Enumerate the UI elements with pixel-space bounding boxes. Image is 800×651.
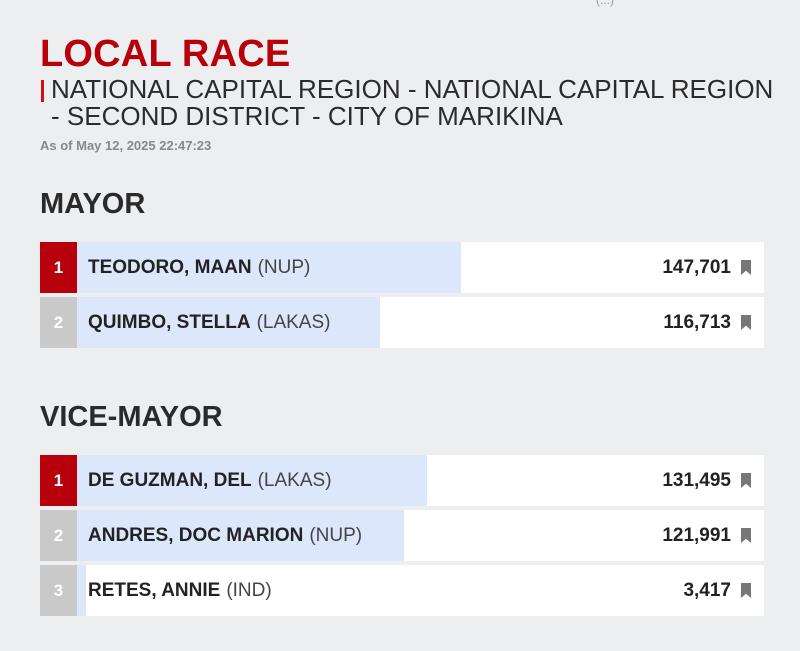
candidate-list: 1 DE GUZMAN, DEL (LAKAS) 131,495 2 ANDRE… [40, 455, 764, 616]
candidate-name-text: TEODORO, MAAN [88, 256, 252, 278]
section-title: VICE-MAYOR [40, 401, 223, 433]
cropped-top-text: (...) [596, 0, 614, 7]
vote-count: 3,417 [683, 579, 731, 601]
vote-share-bar [77, 297, 380, 348]
vote-count: 116,713 [663, 311, 731, 333]
bookmark-icon[interactable] [741, 583, 751, 598]
section-vice-mayor: VICE-MAYOR 1 DE GUZMAN, DEL (LAKAS) 131,… [40, 401, 764, 620]
vote-share-bar [77, 510, 404, 561]
party-label: (LAKAS) [256, 311, 331, 333]
bookmark-icon[interactable] [741, 473, 751, 488]
race-header: LOCAL RACE NATIONAL CAPITAL REGION - NAT… [40, 34, 780, 153]
rank-badge: 1 [40, 455, 77, 506]
vote-share-bar [77, 565, 86, 616]
party-label: (IND) [226, 579, 272, 601]
candidate-row[interactable]: 2 ANDRES, DOC MARION (NUP) 121,991 [40, 510, 764, 561]
region-title: NATIONAL CAPITAL REGION - NATIONAL CAPIT… [40, 76, 780, 130]
accent-bar [41, 80, 44, 102]
rank-badge: 1 [40, 242, 77, 293]
section-mayor: MAYOR 1 TEODORO, MAAN (NUP) 147,701 2 QU… [40, 188, 764, 352]
candidate-name-text: QUIMBO, STELLA [88, 311, 251, 333]
race-title: LOCAL RACE [40, 33, 291, 75]
party-label: (LAKAS) [257, 469, 332, 491]
candidate-name-text: DE GUZMAN, DEL [88, 469, 252, 491]
candidate-row[interactable]: 1 TEODORO, MAAN (NUP) 147,701 [40, 242, 764, 293]
vote-share-bar [77, 455, 427, 506]
candidate-name: ANDRES, DOC MARION (NUP) [88, 510, 362, 561]
candidate-list: 1 TEODORO, MAAN (NUP) 147,701 2 QUIMBO, … [40, 242, 764, 348]
candidate-row[interactable]: 2 QUIMBO, STELLA (LAKAS) 116,713 [40, 297, 764, 348]
candidate-name-text: RETES, ANNIE [88, 579, 221, 601]
rank-badge: 2 [40, 510, 77, 561]
candidate-row[interactable]: 3 RETES, ANNIE (IND) 3,417 [40, 565, 764, 616]
vote-share-bar [77, 242, 461, 293]
vote-count: 121,991 [662, 524, 731, 546]
rank-badge: 3 [40, 565, 77, 616]
bookmark-icon[interactable] [741, 528, 751, 543]
bookmark-icon[interactable] [741, 260, 751, 275]
party-label: (NUP) [309, 524, 363, 546]
timestamp: As of May 12, 2025 22:47:23 [40, 138, 212, 153]
candidate-name: QUIMBO, STELLA (LAKAS) [88, 297, 330, 348]
candidate-name-text: ANDRES, DOC MARION [88, 524, 304, 546]
section-title: MAYOR [40, 188, 146, 220]
candidate-name: RETES, ANNIE (IND) [88, 565, 272, 616]
vote-count: 131,495 [662, 469, 731, 491]
candidate-name: DE GUZMAN, DEL (LAKAS) [88, 455, 332, 506]
vote-count: 147,701 [662, 256, 731, 278]
rank-badge: 2 [40, 297, 77, 348]
candidate-name: TEODORO, MAAN (NUP) [88, 242, 310, 293]
candidate-row[interactable]: 1 DE GUZMAN, DEL (LAKAS) 131,495 [40, 455, 764, 506]
bookmark-icon[interactable] [741, 315, 751, 330]
region-title-text: NATIONAL CAPITAL REGION - NATIONAL CAPIT… [51, 74, 774, 131]
party-label: (NUP) [257, 256, 311, 278]
